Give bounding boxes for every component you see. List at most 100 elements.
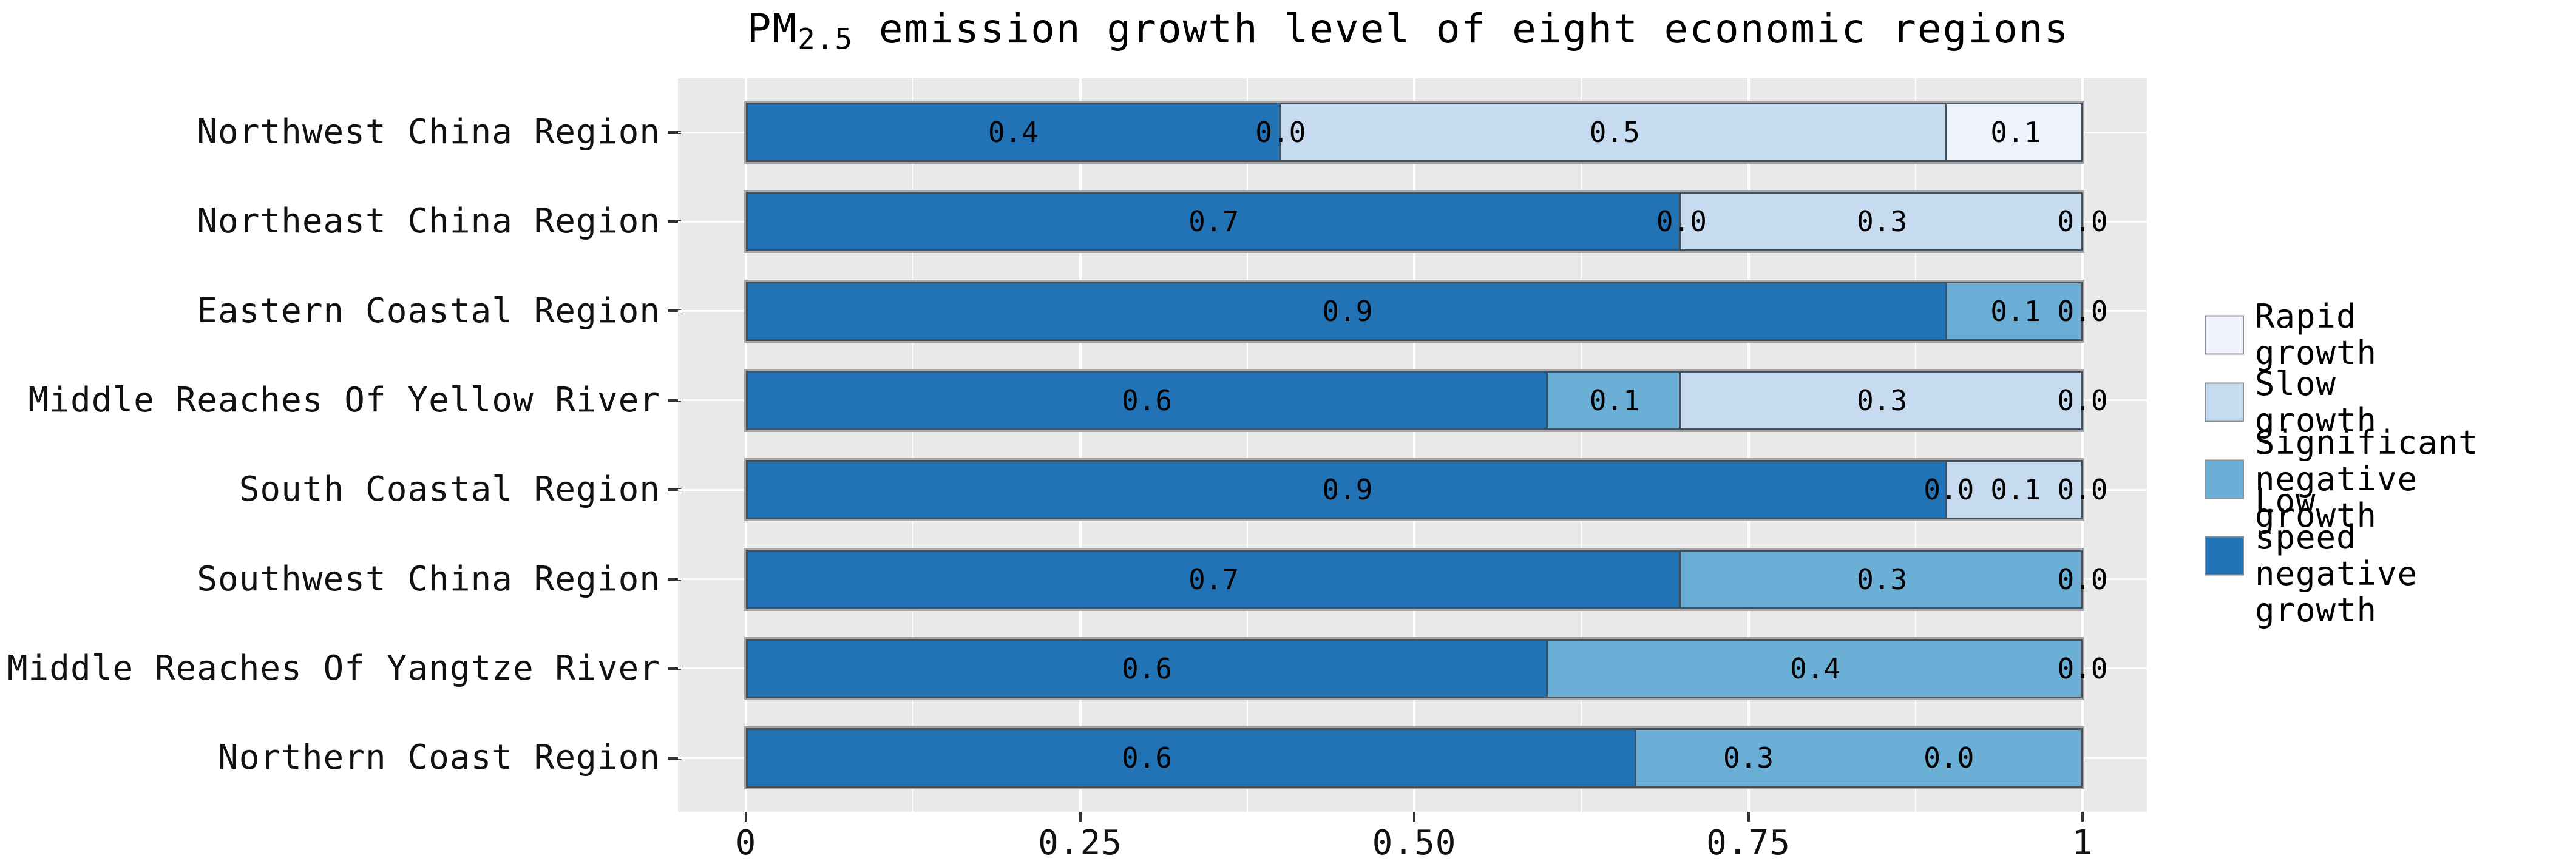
- gridline-vertical-major: [1747, 78, 1750, 812]
- y-axis-label: Middle Reaches Of Yellow River: [28, 380, 660, 420]
- plot-panel: 0.4 0.0 0.5 0.1 0.7 0.0 0.3 0.0 0.9 0.1 0.0 0.0 0.6 0…: [678, 78, 2147, 812]
- stacked-bar: [746, 460, 2083, 520]
- chart-title-rest: emission growth level of eight economic …: [853, 5, 2070, 52]
- gridline-vertical-major: [1413, 78, 1415, 812]
- bar-segment: [1681, 194, 2081, 250]
- gridline-vertical-major: [745, 78, 747, 812]
- bar-value-label: 0.3: [1723, 741, 1774, 775]
- y-axis-label: Northern Coast Region: [217, 738, 660, 778]
- bar-value-label: 0.0: [1924, 741, 1974, 775]
- bar-value-label: 0.1: [1589, 383, 1640, 417]
- y-axis-tick: [668, 578, 681, 581]
- bar-value-label: 0.0: [2057, 473, 2108, 507]
- bar-value-label: 0.7: [1188, 562, 1239, 596]
- x-axis-tick-label: 0.75: [1706, 823, 1791, 863]
- x-axis-tick: [745, 812, 747, 822]
- bar-segment: [748, 730, 1636, 786]
- stacked-bar: [746, 281, 2083, 341]
- x-axis-tick-label: 0.25: [1038, 823, 1122, 863]
- bar-segment: [1636, 730, 2081, 786]
- bar-value-label: 0.1: [1990, 116, 2041, 149]
- y-axis-tick: [668, 756, 681, 760]
- bar-value-label: 0.9: [1322, 473, 1373, 507]
- bar-segment: [1281, 104, 1948, 160]
- bar-value-label: 0.9: [1322, 294, 1373, 328]
- bar-value-label: 0.5: [1589, 116, 1640, 149]
- bar-segment: [1547, 372, 1681, 428]
- stacked-bar: [746, 192, 2083, 252]
- bar-segment: [1947, 104, 2081, 160]
- bar-segment: [748, 104, 1281, 160]
- y-axis-label: Northwest China Region: [197, 112, 660, 152]
- bar-segment: [1681, 372, 2081, 428]
- y-axis-label: Northeast China Region: [197, 201, 660, 241]
- bar-value-label: 0.1: [1990, 294, 2041, 328]
- bar-value-label: 0.4: [1790, 652, 1841, 685]
- gridline-vertical-minor: [912, 78, 914, 812]
- stacked-bar: [746, 549, 2083, 609]
- legend-label: Rapid growth: [2255, 297, 2378, 372]
- x-axis-tick: [1747, 812, 1750, 822]
- chart-title-subscript: 2.5: [798, 22, 854, 56]
- bar-segment: [748, 372, 1548, 428]
- bar-segment: [748, 194, 1681, 250]
- bar-value-label: 0.0: [2057, 652, 2108, 685]
- x-axis-tick-label: 0: [735, 823, 757, 863]
- bar-segment: [1547, 640, 2081, 697]
- bar-value-label: 0.0: [2057, 383, 2108, 417]
- bar-segment: [1947, 283, 2081, 339]
- legend-swatch: [2205, 459, 2244, 499]
- legend-swatch: [2205, 536, 2244, 576]
- y-axis-tick: [668, 309, 681, 313]
- y-axis-tick: [668, 130, 681, 134]
- chart-title: PM2.5 emission growth level of eight eco…: [747, 5, 2070, 64]
- x-axis-tick: [1079, 812, 1082, 822]
- bar-segment: [748, 283, 1948, 339]
- bar-value-label: 0.0: [2057, 294, 2108, 328]
- bar-value-label: 0.0: [2057, 294, 2108, 328]
- bar-value-label: 0.6: [1122, 652, 1173, 685]
- stacked-bar: [746, 638, 2083, 698]
- bar-value-label: 0.7: [1188, 205, 1239, 238]
- bar-segment: [748, 640, 1548, 697]
- bar-value-label: 0.0: [1924, 741, 1974, 775]
- y-axis-tick: [668, 220, 681, 223]
- chart-title-prefix: PM: [747, 5, 798, 52]
- x-axis-tick: [2081, 812, 2084, 822]
- bar-value-label: 0.0: [2057, 652, 2108, 685]
- bar-value-label: 0.0: [2057, 562, 2108, 596]
- y-axis-tick: [668, 488, 681, 491]
- bar-value-label: 0.0: [2057, 562, 2108, 596]
- y-axis-label: Middle Reaches Of Yangtze River: [7, 648, 660, 688]
- bar-value-label: 0.3: [1857, 383, 1908, 417]
- legend-swatch: [2205, 315, 2244, 355]
- bar-value-label: 0.3: [1857, 562, 1908, 596]
- stacked-bar: [746, 728, 2083, 788]
- x-axis-tick-label: 0.50: [1372, 823, 1457, 863]
- y-axis-label: South Coastal Region: [239, 470, 660, 510]
- y-axis-tick: [668, 667, 681, 670]
- bar-value-label: 0.4: [988, 116, 1039, 149]
- bar-segment: [1947, 462, 2081, 518]
- y-axis-tick: [668, 399, 681, 402]
- bar-value-label: 0.3: [1857, 205, 1908, 238]
- gridline-vertical-minor: [1246, 78, 1248, 812]
- x-axis-tick: [1413, 812, 1415, 822]
- stacked-bar: [746, 370, 2083, 430]
- bar-value-label: 0.1: [1990, 473, 2041, 507]
- bar-segment: [1681, 551, 2081, 607]
- gridline-vertical-major: [2081, 78, 2084, 812]
- legend-swatch: [2205, 382, 2244, 422]
- gridline-vertical-minor: [1581, 78, 1582, 812]
- bar-segment: [748, 551, 1681, 607]
- bar-value-label: 0.0: [2057, 205, 2108, 238]
- bar-value-label: 0.0: [1656, 205, 1707, 238]
- bar-segment: [748, 462, 1948, 518]
- x-axis-tick-label: 1: [2072, 823, 2093, 863]
- bar-value-label: 0.0: [1924, 473, 1974, 507]
- legend-label: Slow growth: [2255, 365, 2378, 439]
- gridline-vertical-major: [1079, 78, 1082, 812]
- bar-value-label: 0.0: [1255, 116, 1306, 149]
- legend-label: Low speed negative growth: [2255, 482, 2418, 629]
